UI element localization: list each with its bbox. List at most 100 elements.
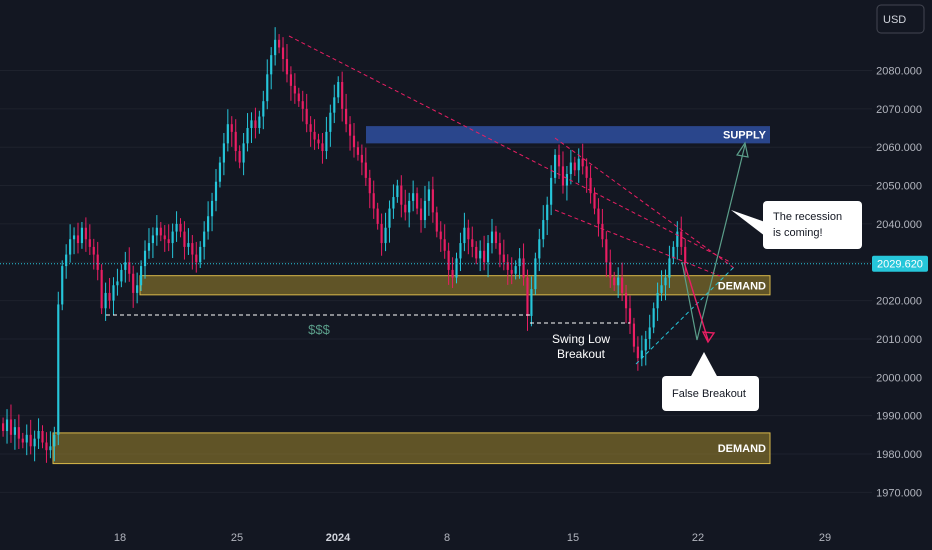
candle-bear [281, 47, 285, 59]
candle-bull [423, 200, 427, 221]
candle-bear [502, 254, 505, 263]
time-tick-label: 29 [819, 532, 831, 544]
candle-bull [53, 434, 56, 447]
candle-bull [214, 181, 218, 201]
candle-bull [396, 185, 399, 198]
candle-bear [128, 262, 131, 274]
candle-bear [404, 204, 407, 213]
candle-bear [348, 124, 352, 136]
candle-bear [636, 346, 639, 359]
candle-bear [431, 189, 434, 213]
candle-bear [183, 231, 186, 247]
candle-bull [207, 216, 210, 232]
candle-bear [684, 246, 687, 263]
candle-bull [664, 277, 667, 286]
price-tick-label: 2080.000 [876, 66, 922, 78]
candle-bull [270, 55, 273, 75]
candle-bear [41, 430, 44, 443]
currency-button[interactable] [876, 4, 925, 34]
candle-bear [352, 135, 356, 148]
candle-bear [483, 250, 486, 263]
swing-low-label-line1: Swing Low [552, 332, 610, 346]
time-tick-label: 25 [231, 532, 243, 544]
candle-bull [514, 266, 517, 274]
projection-path-false-breakout [683, 261, 709, 341]
candle-bull [490, 231, 494, 244]
candle-bull [333, 97, 336, 113]
candle-bear [17, 427, 20, 439]
candle-bull [325, 131, 328, 152]
candle-bull [660, 285, 663, 293]
candle-bull [175, 223, 178, 232]
candle-bull [479, 250, 482, 259]
time-axis: 18 25 2024 8 15 22 29 [114, 532, 831, 544]
candle-bear [301, 101, 304, 109]
candle-bear [100, 269, 103, 309]
candle-bull [392, 197, 395, 209]
candle-bear [167, 239, 170, 244]
candle-bear [305, 108, 308, 125]
candle-bull [13, 427, 16, 435]
candle-bull [49, 446, 52, 451]
candle-bear [467, 227, 470, 240]
rising-channel-line [635, 265, 736, 365]
callout-recession-pointer [731, 210, 765, 236]
candle-bear [321, 143, 324, 152]
candle-bear [597, 208, 600, 224]
candle-bull [262, 101, 265, 117]
candle-bear [601, 223, 604, 240]
candle-bear [230, 124, 233, 132]
candle-bull [187, 243, 190, 247]
candle-bull [668, 258, 671, 278]
candle-bear [593, 193, 596, 209]
candle-bear [613, 277, 616, 286]
candle-bear [624, 292, 628, 309]
candle-bull [388, 208, 391, 228]
candle-bull [147, 243, 151, 251]
candle-bull [136, 285, 139, 293]
candle-bear [498, 243, 501, 255]
candle-bear [96, 254, 99, 270]
candle-bear [356, 147, 360, 155]
time-tick-label: 8 [444, 532, 450, 544]
price-tick-label: 1990.000 [876, 411, 922, 423]
false-breakout-arrowhead [701, 331, 716, 344]
candle-bull [210, 200, 214, 217]
supply-zone [366, 126, 770, 144]
projection-arrowhead-bullish [735, 141, 749, 158]
candle-bull [546, 204, 549, 221]
candle-bull [518, 258, 521, 267]
candle-bull [644, 338, 647, 351]
last-price-badge-text: 2029.620 [877, 259, 923, 271]
candle-bear [293, 85, 296, 94]
candle-bull [463, 227, 466, 244]
price-tick-label: 2070.000 [876, 104, 922, 116]
liquidity-label: $$$ [308, 322, 330, 337]
callout-recession-line1: The recession [773, 211, 842, 223]
price-tick-label: 2020.000 [876, 296, 922, 308]
candle-bull [550, 177, 553, 205]
demand-zone-lower-label: DEMAND [718, 443, 766, 455]
candle-bull [672, 246, 675, 259]
callout-recession-line2: is coming! [773, 227, 823, 239]
price-tick-label: 1980.000 [876, 449, 922, 461]
candle-bear [195, 254, 198, 263]
candle-bull [171, 231, 174, 244]
candle-bull [143, 250, 147, 267]
candle-bear [632, 323, 636, 347]
candle-bear [621, 277, 624, 293]
candle-bull [617, 277, 620, 286]
descending-trendline-upper [288, 35, 731, 263]
candle-bear [254, 120, 257, 129]
candle-bear [510, 269, 513, 274]
candle-bear [159, 227, 162, 236]
candle-bear [132, 273, 135, 293]
candle-bull [640, 350, 643, 359]
candle-bull [25, 434, 28, 443]
candle-bull [337, 82, 340, 98]
candle-bear [317, 139, 320, 144]
price-tick-label: 2040.000 [876, 219, 922, 231]
demand-zone-upper-label: DEMAND [718, 280, 766, 292]
demand-zone-lower [52, 432, 771, 465]
